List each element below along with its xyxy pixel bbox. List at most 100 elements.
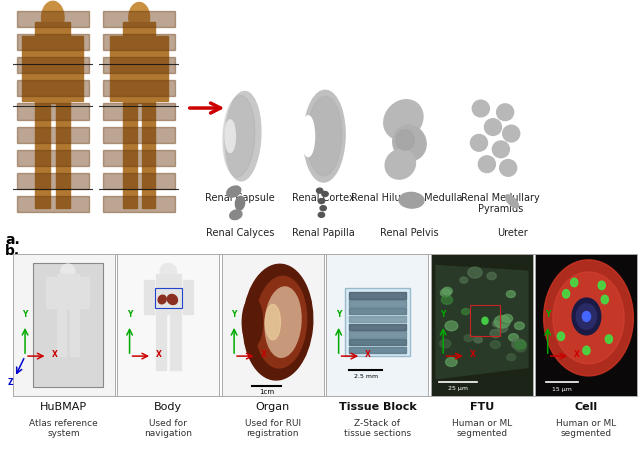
Bar [17,12,89,28]
Ellipse shape [490,341,500,349]
Ellipse shape [307,97,342,176]
Ellipse shape [497,105,514,121]
Ellipse shape [506,291,515,298]
Bar [17,35,89,51]
Text: Used for
navigation: Used for navigation [145,418,192,438]
Bar [103,58,175,74]
Ellipse shape [230,211,242,220]
Ellipse shape [243,265,313,380]
Bar [70,308,79,357]
Text: Y: Y [440,310,446,319]
Bar [182,280,193,314]
Ellipse shape [399,193,424,209]
Text: Renal Medullary
Pyramids: Renal Medullary Pyramids [461,192,540,214]
Text: 15 μm: 15 μm [552,386,572,391]
Bar [103,12,175,28]
Text: Tissue Block: Tissue Block [339,401,416,412]
Ellipse shape [318,213,324,218]
Ellipse shape [243,298,262,347]
Bar [17,58,89,74]
Ellipse shape [393,126,426,161]
Polygon shape [436,266,528,379]
Ellipse shape [598,282,605,290]
Ellipse shape [553,272,624,364]
Text: 1cm: 1cm [259,388,275,394]
Ellipse shape [227,187,241,198]
Bar [156,37,168,102]
Text: HuBMAP: HuBMAP [40,401,87,412]
Ellipse shape [129,3,150,34]
Ellipse shape [42,2,64,35]
Text: Z: Z [8,378,13,387]
Ellipse shape [472,101,490,118]
Bar [349,293,406,299]
Bar [123,23,155,104]
Text: X: X [52,350,58,358]
Ellipse shape [322,192,328,197]
Ellipse shape [468,268,482,278]
Ellipse shape [605,335,612,344]
Ellipse shape [515,343,526,352]
Bar [70,37,83,102]
Bar [349,324,406,330]
Ellipse shape [442,288,452,295]
Ellipse shape [320,206,326,211]
Ellipse shape [470,135,488,152]
Text: Cell: Cell [575,401,598,412]
Bar [103,127,175,144]
Ellipse shape [494,316,510,328]
Bar [103,150,175,167]
Bar [156,275,180,314]
Ellipse shape [445,321,458,331]
Ellipse shape [317,189,323,194]
Bar [349,308,406,315]
Ellipse shape [445,358,457,367]
Ellipse shape [500,160,516,177]
Text: Y: Y [545,310,550,319]
Ellipse shape [582,312,591,322]
Text: X: X [156,350,162,358]
Text: b.: b. [5,243,20,257]
Text: Used for RUI
registration: Used for RUI registration [244,418,301,438]
Bar [17,174,89,190]
Ellipse shape [440,289,451,297]
Text: X: X [574,350,580,358]
Bar [17,104,89,120]
Ellipse shape [160,264,177,279]
Ellipse shape [487,273,497,280]
Text: Y: Y [22,310,28,319]
Ellipse shape [474,337,483,343]
Bar [33,263,102,388]
Ellipse shape [515,322,524,330]
Ellipse shape [502,315,513,323]
Ellipse shape [572,299,601,335]
Ellipse shape [461,309,470,315]
Ellipse shape [482,318,488,325]
Bar [80,277,90,308]
Ellipse shape [493,321,500,327]
Ellipse shape [576,304,596,330]
Ellipse shape [583,346,590,355]
Bar [349,339,406,346]
Bar [17,81,89,97]
Ellipse shape [497,325,508,332]
Bar [103,104,175,120]
Ellipse shape [478,156,495,173]
Bar [123,104,137,208]
Text: FTU: FTU [470,401,494,412]
Ellipse shape [509,334,518,342]
Bar [141,104,156,208]
Bar [349,332,406,338]
Bar [57,308,66,357]
Ellipse shape [502,126,520,143]
Ellipse shape [563,290,570,299]
Bar [57,275,79,308]
Bar [103,174,175,190]
Text: Y: Y [127,310,132,319]
Text: Y: Y [336,310,341,319]
Text: Z-Stack of
tissue sections: Z-Stack of tissue sections [344,418,411,438]
Ellipse shape [571,279,578,287]
Ellipse shape [225,120,236,153]
Ellipse shape [223,96,255,177]
Ellipse shape [507,354,516,361]
